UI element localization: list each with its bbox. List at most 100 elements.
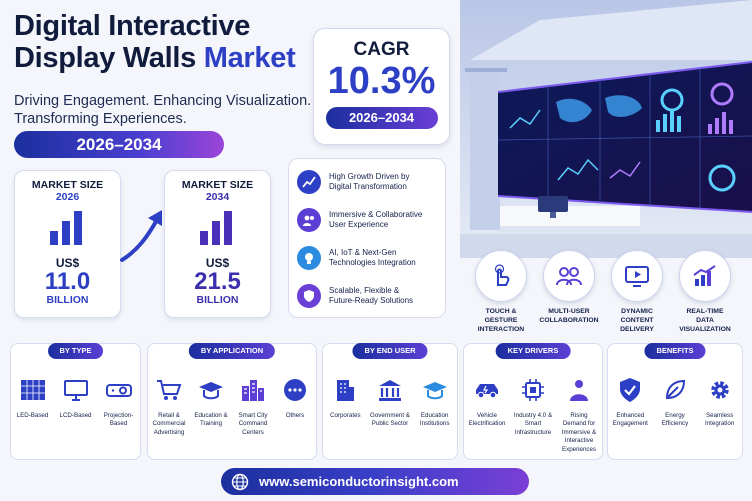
tagline-line-2: Transforming Experiences. [14,111,187,127]
item-line: Advertising [153,428,185,436]
item-line: Education [420,412,449,419]
bar-chart-icon [49,211,82,245]
market-size-year: 2034 [205,191,230,203]
item-line: Centers [242,428,264,436]
highlight-line-2: Technologies Integration [329,258,416,267]
feature-line: TOUCH & [485,308,517,315]
category-item: Projection- Based [99,376,139,429]
video-wall-scene [460,0,752,258]
panel-header: BY END USER [352,343,428,359]
feature-label: MULTI-USER COLLABORATION [534,307,604,325]
benefits-panel: BENEFITS Enhanced Engagement Energy Effici… [607,343,743,460]
chip-icon [513,376,553,404]
feature-line: VISUALIZATION [679,326,731,333]
market-size-year: 2026 [55,191,80,203]
video-wall-illustration [460,0,752,258]
feature-label: REAL-TIME DATA VISUALIZATION [670,307,740,334]
market-size-2026-card: MARKET SIZE 2026 US$ 11.0 BILLION [14,170,121,318]
feature-line: INTERACTION [477,326,525,333]
play-monitor-icon [611,250,663,302]
feature-line: DYNAMIC [621,308,653,315]
feature-line: DATA [696,317,714,324]
item-line: LCD-Based [59,412,92,419]
panel-header: BY APPLICATION [188,343,276,359]
item-line: Projection- [103,412,134,419]
market-size-2034-card: MARKET SIZE 2034 US$ 21.5 BILLION [164,170,271,318]
highlight-item: Immersive & Collaborative User Experience [297,203,441,237]
shield-check-icon [297,284,321,308]
item-line: Rising Demand for [562,412,596,428]
more-dots-icon [275,376,315,404]
government-icon [370,376,410,404]
category-item: Industry 4.0 & Smart Infrastructure [513,376,553,454]
feature-touch-gesture: TOUCH & GESTURE INTERACTION [466,250,536,334]
category-item: Rising Demand for Immersive & Interactive … [559,376,599,454]
feature-dynamic-content: DYNAMIC CONTENT DELIVERY [602,250,672,334]
item-line: Infrastructure [514,428,552,436]
highlight-line-2: Digital Transformation [329,182,407,191]
category-item: LCD-Based [56,376,96,429]
lcd-monitor-icon [56,376,96,404]
item-line: Engagement [612,420,648,428]
by-end-user-panel: BY END USER Corporates Government & Publi… [322,343,458,460]
globe-icon [231,473,249,490]
feature-line: DELIVERY [620,326,654,333]
item-line: Electrification [468,420,506,428]
website-url[interactable]: www.semiconductorinsight.com [259,474,459,489]
highlight-text: High Growth Driven by Digital Transformat… [329,172,441,192]
touch-gesture-icon [475,250,527,302]
feature-line: MULTI-USER [548,308,590,315]
item-line: Public Sector [371,420,409,428]
ai-bulb-icon [297,246,321,270]
presenter-icon [559,376,599,404]
title-highlight: Market [203,42,296,74]
website-link[interactable]: www.semiconductorinsight.com [221,468,529,495]
item-line: Based [109,420,128,428]
highlight-item: Scalable, Flexible & Future-Ready Solutio… [297,279,441,313]
item-line: Interactive Experiences [561,437,597,453]
item-line: Others [285,412,305,419]
market-size-currency: US$ [205,256,230,270]
feature-multi-user: MULTI-USER COLLABORATION [534,250,604,325]
item-line: Training [199,420,223,428]
category-item: Seamless Integration [700,376,740,429]
highlight-item: AI, IoT & Next-Gen Technologies Integrati… [297,241,441,275]
panel-header: BENEFITS [644,343,706,359]
market-size-label: MARKET SIZE [31,179,104,191]
forecast-period-badge: 2026–2034 [14,131,224,158]
office-building-icon [325,376,365,404]
category-item: Energy Efficiency [655,376,695,429]
feature-line: GESTURE [484,317,518,324]
cagr-value: 10.3% [327,60,436,102]
highlight-line-1: AI, IoT & Next-Gen [329,248,397,257]
item-line: Smart [524,420,542,428]
market-size-value: 11.0 [44,268,91,295]
title-line-2-text: Display Walls [14,42,204,74]
item-line: Corporates [330,412,361,419]
by-type-panel: BY TYPE LED-Based LCD-Based Projection- B… [10,343,141,460]
tagline-line-1: Driving Engagement. Enhancing Visualizat… [14,93,312,109]
feature-line: COLLABORATION [539,317,599,324]
title-line-2: Display Walls Market [14,42,296,74]
market-size-currency: US$ [55,256,80,270]
feature-line: REAL-TIME [686,308,724,315]
highlight-line-1: Immersive & Collaborative [329,210,423,219]
market-size-unit: BILLION [196,294,239,306]
cart-icon [149,376,189,404]
tagline: Driving Engagement. Enhancing Visualizat… [14,92,311,128]
item-line: Retail & [158,412,180,419]
category-item: Others [275,376,315,437]
education-cap-icon [415,376,455,404]
item-line: Commercial [152,420,186,428]
feature-label: TOUCH & GESTURE INTERACTION [466,307,536,334]
shield-check-icon [610,376,650,404]
item-line: Seamless [706,412,734,419]
multi-user-icon [543,250,595,302]
feature-line: CONTENT [620,317,654,324]
item-line: Education & [194,412,228,419]
item-line: Efficiency [661,420,689,428]
feature-label: DYNAMIC CONTENT DELIVERY [602,307,672,334]
title-line-1: Digital Interactive [14,10,251,42]
market-size-value: 21.5 [194,268,241,295]
highlight-text: Immersive & Collaborative User Experience [329,210,441,230]
